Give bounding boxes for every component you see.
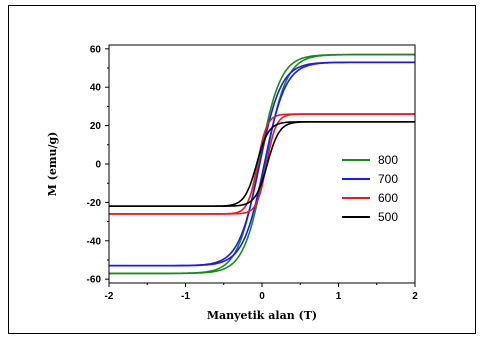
y-tick-label: -40 (87, 236, 102, 247)
x-tick-label: -1 (181, 291, 190, 302)
series-line-500-upper (109, 121, 415, 207)
x-tick-label: -2 (105, 291, 114, 302)
y-axis-title: M (emu/g) (46, 132, 59, 197)
legend-label-600: 600 (378, 191, 398, 205)
y-tick-label: 20 (90, 121, 102, 132)
legend: 800 700 600 500 (342, 153, 398, 224)
legend-label-500: 500 (378, 210, 398, 224)
x-axis-title: Manyetik alan (T) (207, 309, 317, 322)
y-tick-label: -20 (87, 198, 102, 209)
series-line-600-lower (109, 113, 415, 215)
axis-box (108, 44, 416, 284)
legend-label-700: 700 (378, 172, 398, 186)
series-line-500-lower (109, 121, 415, 207)
x-tick-label: 1 (336, 291, 342, 302)
series-line-800-upper (109, 53, 415, 275)
y-tick-label: 60 (90, 44, 102, 55)
series-line-800-lower (109, 53, 415, 275)
y-tick-label: 0 (95, 160, 101, 171)
y-tick-label: 40 (90, 83, 102, 94)
axes: -2 -1 0 1 2 -60 -40 -20 0 20 40 60 (87, 44, 419, 302)
x-tick-label: 0 (259, 291, 265, 302)
series-curves (109, 53, 415, 275)
chart-frame: -2 -1 0 1 2 -60 -40 -20 0 20 40 60 800 700 600 500 Man… (8, 5, 476, 334)
x-tick-label: 2 (412, 291, 418, 302)
y-tick-label: -60 (87, 275, 102, 286)
hysteresis-chart: -2 -1 0 1 2 -60 -40 -20 0 20 40 60 800 700 600 500 Man… (46, 44, 419, 322)
series-line-700-upper (109, 61, 415, 267)
legend-label-800: 800 (378, 153, 398, 167)
series-line-700-lower (109, 61, 415, 267)
